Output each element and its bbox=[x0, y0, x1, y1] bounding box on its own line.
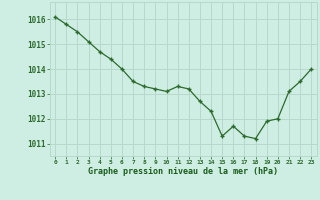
X-axis label: Graphe pression niveau de la mer (hPa): Graphe pression niveau de la mer (hPa) bbox=[88, 167, 278, 176]
